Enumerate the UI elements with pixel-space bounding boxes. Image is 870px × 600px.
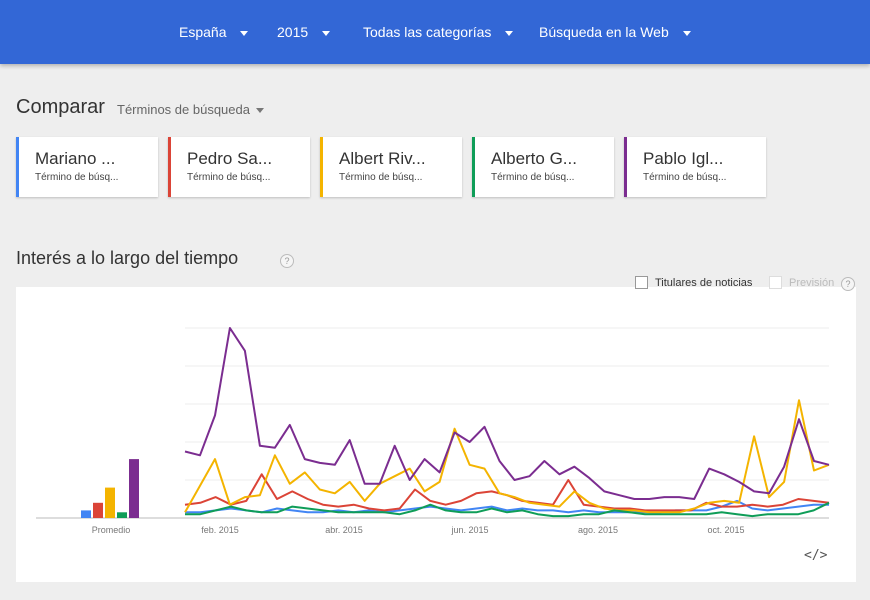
embed-code-button[interactable]: </> bbox=[804, 548, 828, 563]
news-headlines-toggle[interactable]: Titulares de noticias bbox=[635, 276, 752, 289]
average-bar bbox=[93, 502, 103, 518]
term-label: Alberto G... bbox=[491, 149, 577, 168]
region-filter-label: España bbox=[179, 24, 227, 40]
term-label: Mariano ... bbox=[35, 149, 116, 168]
term-color-bar bbox=[168, 137, 171, 197]
term-color-bar bbox=[16, 137, 19, 197]
region-filter[interactable]: España bbox=[179, 0, 249, 64]
term-type: Término de búsq... bbox=[643, 172, 727, 183]
term-color-bar bbox=[472, 137, 475, 197]
term-card-5[interactable]: Pablo Igl... Término de búsq... bbox=[624, 137, 766, 197]
term-card-2[interactable]: Pedro Sa... Término de búsq... bbox=[168, 137, 310, 197]
compare-type-label: Términos de búsqueda bbox=[117, 102, 250, 117]
term-label: Albert Riv... bbox=[339, 149, 426, 168]
term-color-bar bbox=[624, 137, 627, 197]
term-type: Término de búsq... bbox=[187, 172, 271, 183]
term-card-3[interactable]: Albert Riv... Término de búsq... bbox=[320, 137, 462, 197]
chevron-down-icon bbox=[505, 30, 514, 36]
compare-type-dropdown[interactable]: Términos de búsqueda bbox=[117, 102, 264, 117]
average-label: Promedio bbox=[92, 525, 131, 535]
x-tick-label: oct. 2015 bbox=[707, 525, 744, 535]
term-card-1[interactable]: Mariano ... Término de búsq... bbox=[16, 137, 158, 197]
forecast-help-icon[interactable]: ? bbox=[841, 277, 855, 291]
news-headlines-checkbox[interactable] bbox=[635, 276, 648, 289]
term-card-4[interactable]: Alberto G... Término de búsq... bbox=[472, 137, 614, 197]
x-tick-label: abr. 2015 bbox=[325, 525, 363, 535]
search-type-filter-label: Búsqueda en la Web bbox=[539, 24, 669, 40]
term-type: Término de búsq... bbox=[491, 172, 575, 183]
chevron-down-icon bbox=[240, 30, 249, 36]
term-color-bar bbox=[320, 137, 323, 197]
search-type-filter[interactable]: Búsqueda en la Web bbox=[539, 0, 691, 64]
forecast-toggle: Previsión bbox=[769, 276, 834, 289]
period-filter-label: 2015 bbox=[277, 24, 309, 40]
chevron-down-icon bbox=[322, 30, 331, 36]
term-type: Término de búsq... bbox=[35, 172, 119, 183]
chevron-down-icon bbox=[682, 30, 691, 36]
series-line-5 bbox=[184, 327, 830, 500]
forecast-checkbox bbox=[769, 276, 782, 289]
forecast-label: Previsión bbox=[789, 276, 835, 289]
x-tick-label: jun. 2015 bbox=[450, 525, 488, 535]
average-bar bbox=[81, 510, 91, 518]
top-filter-bar: España 2015 Todas las categorías Búsqued… bbox=[0, 0, 870, 64]
compare-title: Comparar bbox=[16, 96, 105, 118]
category-filter-label: Todas las categorías bbox=[363, 24, 492, 40]
help-icon[interactable]: ? bbox=[280, 254, 294, 268]
term-label: Pedro Sa... bbox=[187, 149, 273, 168]
x-tick-label: feb. 2015 bbox=[201, 525, 239, 535]
average-bar bbox=[117, 512, 127, 518]
series-line-4 bbox=[185, 501, 830, 518]
average-bar bbox=[105, 487, 115, 518]
series-line-3 bbox=[184, 399, 830, 514]
term-type: Término de búsq... bbox=[339, 172, 423, 183]
chevron-down-icon bbox=[255, 108, 264, 113]
average-bar bbox=[129, 459, 139, 518]
interest-chart-panel: Promedio feb. 2015 abr. 2015 jun. 2015 ago. … bbox=[16, 287, 856, 582]
term-label: Pablo Igl... bbox=[643, 149, 724, 168]
category-filter[interactable]: Todas las categorías bbox=[363, 0, 514, 64]
interest-section-title: Interés a lo largo del tiempo bbox=[16, 248, 239, 268]
news-headlines-label: Titulares de noticias bbox=[655, 276, 753, 289]
period-filter[interactable]: 2015 bbox=[277, 0, 331, 64]
x-tick-label: ago. 2015 bbox=[578, 525, 618, 535]
interest-chart: Promedio feb. 2015 abr. 2015 jun. 2015 ago. … bbox=[36, 327, 830, 535]
